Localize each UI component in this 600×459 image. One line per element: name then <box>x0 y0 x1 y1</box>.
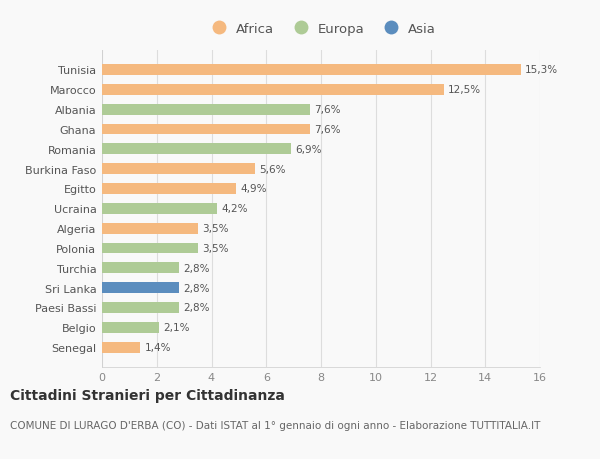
Text: 7,6%: 7,6% <box>314 125 341 134</box>
Bar <box>102 243 198 254</box>
Text: 2,8%: 2,8% <box>183 263 209 273</box>
Text: 1,4%: 1,4% <box>145 342 171 353</box>
Bar <box>102 164 256 175</box>
Text: 4,2%: 4,2% <box>221 204 248 214</box>
Bar <box>102 124 310 135</box>
Text: 3,5%: 3,5% <box>202 224 229 234</box>
Text: 2,1%: 2,1% <box>164 323 190 333</box>
Bar <box>102 302 179 313</box>
Bar <box>102 283 179 293</box>
Text: 3,5%: 3,5% <box>202 243 229 253</box>
Legend: Africa, Europa, Asia: Africa, Europa, Asia <box>202 19 440 40</box>
Text: Cittadini Stranieri per Cittadinanza: Cittadini Stranieri per Cittadinanza <box>10 388 285 402</box>
Text: 2,8%: 2,8% <box>183 303 209 313</box>
Text: COMUNE DI LURAGO D'ERBA (CO) - Dati ISTAT al 1° gennaio di ogni anno - Elaborazi: COMUNE DI LURAGO D'ERBA (CO) - Dati ISTA… <box>10 420 541 430</box>
Bar <box>102 203 217 214</box>
Bar <box>102 342 140 353</box>
Bar <box>102 322 160 333</box>
Text: 7,6%: 7,6% <box>314 105 341 115</box>
Bar <box>102 105 310 115</box>
Text: 5,6%: 5,6% <box>259 164 286 174</box>
Bar <box>102 263 179 274</box>
Bar <box>102 184 236 195</box>
Bar <box>102 84 444 95</box>
Text: 12,5%: 12,5% <box>448 85 481 95</box>
Bar <box>102 144 291 155</box>
Text: 4,9%: 4,9% <box>240 184 267 194</box>
Bar <box>102 65 521 76</box>
Text: 6,9%: 6,9% <box>295 145 322 155</box>
Text: 2,8%: 2,8% <box>183 283 209 293</box>
Text: 15,3%: 15,3% <box>525 65 558 75</box>
Bar <box>102 223 198 234</box>
